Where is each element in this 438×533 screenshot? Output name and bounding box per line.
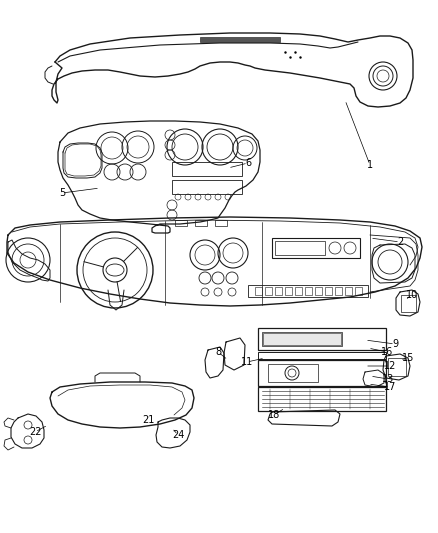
- Text: 21: 21: [142, 415, 154, 425]
- Bar: [325, 287, 332, 295]
- Bar: [355, 287, 362, 295]
- Bar: [248, 285, 368, 297]
- Text: 24: 24: [172, 430, 184, 440]
- Text: 8: 8: [215, 347, 221, 357]
- Bar: [272, 238, 360, 258]
- Text: 22: 22: [29, 427, 41, 437]
- Bar: [295, 287, 302, 295]
- Text: 5: 5: [59, 188, 65, 198]
- Bar: [265, 287, 272, 295]
- Bar: [172, 180, 242, 194]
- Bar: [195, 220, 207, 226]
- Bar: [258, 352, 386, 359]
- Bar: [401, 295, 416, 312]
- Bar: [172, 162, 242, 176]
- Text: 16: 16: [381, 347, 393, 357]
- Text: 9: 9: [392, 339, 398, 349]
- Text: 12: 12: [384, 361, 396, 371]
- Text: 10: 10: [406, 290, 418, 300]
- Bar: [388, 358, 406, 376]
- Bar: [285, 287, 292, 295]
- Bar: [258, 328, 386, 350]
- Bar: [258, 360, 386, 386]
- Bar: [262, 332, 342, 346]
- Bar: [335, 287, 342, 295]
- Text: 15: 15: [402, 353, 414, 363]
- Bar: [200, 37, 280, 42]
- Bar: [263, 333, 341, 345]
- Bar: [305, 287, 312, 295]
- Text: 1: 1: [367, 160, 373, 170]
- Bar: [345, 287, 352, 295]
- Text: 6: 6: [245, 158, 251, 168]
- Text: 18: 18: [268, 410, 280, 420]
- Bar: [268, 364, 318, 382]
- Bar: [275, 241, 325, 255]
- Text: 2: 2: [397, 237, 403, 247]
- Text: 11: 11: [241, 357, 253, 367]
- Bar: [215, 220, 227, 226]
- Bar: [258, 387, 386, 411]
- Bar: [275, 287, 282, 295]
- Bar: [315, 287, 322, 295]
- Text: 17: 17: [384, 382, 396, 392]
- Text: 13: 13: [382, 374, 394, 384]
- Bar: [175, 220, 187, 226]
- Bar: [255, 287, 262, 295]
